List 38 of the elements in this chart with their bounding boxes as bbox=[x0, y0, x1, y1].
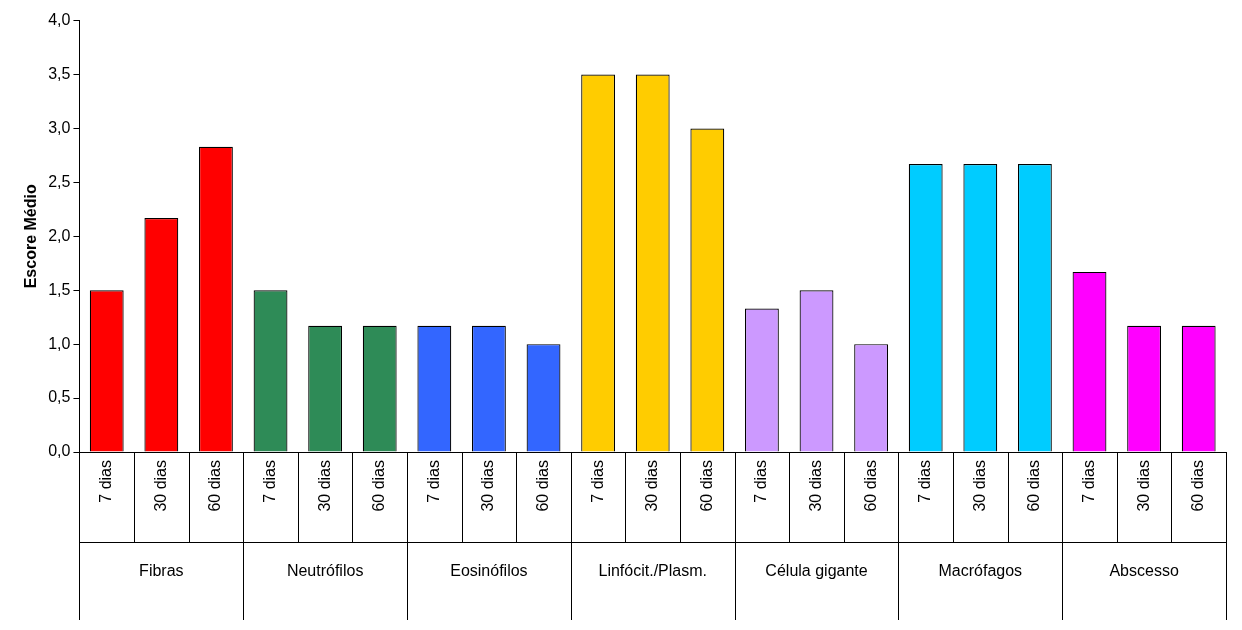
text: Linfócit./Plasm. bbox=[598, 562, 707, 580]
x-tick-label: 7 dias bbox=[260, 460, 278, 503]
x-tick-label: 60 dias bbox=[533, 460, 551, 512]
y-tick-label: 2,0 bbox=[48, 226, 71, 244]
x-tick-label: 7 dias bbox=[97, 460, 115, 503]
x-tick-label: 30 dias bbox=[970, 460, 988, 512]
x-tick-label: 30 dias bbox=[806, 460, 824, 512]
y-tick-label: 0,0 bbox=[48, 442, 71, 460]
x-tick-label: 30 dias bbox=[1134, 460, 1152, 512]
x-tick-label: 30 dias bbox=[643, 460, 661, 512]
x-tick-label: 30 dias bbox=[479, 460, 497, 512]
x-tick-label: 7 dias bbox=[588, 460, 606, 503]
y-axis-title: Escore Médio bbox=[22, 184, 40, 289]
y-tick-label: 2,5 bbox=[48, 172, 71, 190]
x-tick-label: 60 dias bbox=[370, 460, 388, 512]
text: Abscesso bbox=[1109, 562, 1179, 580]
x-tick-label: 7 dias bbox=[916, 460, 934, 503]
text: Eosinófilos bbox=[450, 562, 528, 580]
text: Fibras bbox=[139, 562, 184, 580]
text: Macrófagos bbox=[938, 562, 1023, 580]
x-tick-label: 30 dias bbox=[151, 460, 169, 512]
x-tick-label: 60 dias bbox=[206, 460, 224, 512]
y-tick-label: 4,0 bbox=[48, 11, 71, 29]
x-tick-label: 60 dias bbox=[861, 460, 879, 512]
x-tick-label: 7 dias bbox=[424, 460, 442, 503]
x-tick-label: 30 dias bbox=[315, 460, 333, 512]
y-tick-label: 1,5 bbox=[48, 280, 71, 298]
y-tick-label: 0,5 bbox=[48, 388, 71, 406]
x-tick-label: 60 dias bbox=[1025, 460, 1043, 512]
x-tick-label: 7 dias bbox=[1079, 460, 1097, 503]
x-tick-label: 60 dias bbox=[697, 460, 715, 512]
x-tick-label: 7 dias bbox=[752, 460, 770, 503]
x-tick-label: 60 dias bbox=[1189, 460, 1207, 512]
y-tick-label: 1,0 bbox=[48, 334, 71, 352]
text: Célula gigante bbox=[765, 562, 868, 580]
y-tick-label: 3,5 bbox=[48, 64, 71, 82]
text: Neutrófilos bbox=[286, 562, 364, 580]
y-tick-label: 3,0 bbox=[48, 118, 71, 136]
